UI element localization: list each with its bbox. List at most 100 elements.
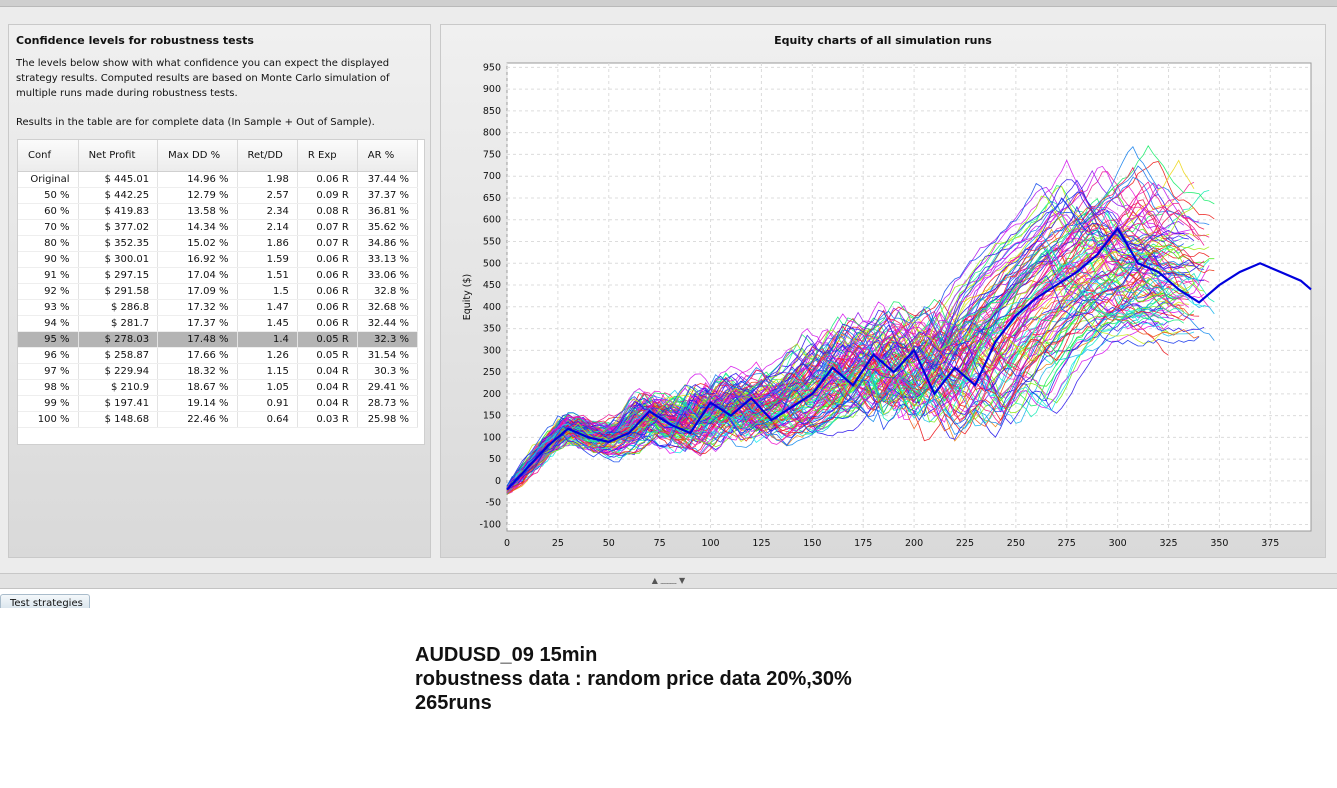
column-header-conf[interactable]: Conf xyxy=(18,140,79,172)
table-cell: 28.73 % xyxy=(357,395,419,412)
simulation-run-line xyxy=(506,265,1210,488)
table-row[interactable]: 70 % $ 377.02 14.34 % 2.14 0.07 R 35.62 % xyxy=(18,219,419,236)
y-tick-label: 950 xyxy=(483,62,501,73)
results-workspace: Confidence levels for robustness tests T… xyxy=(0,7,1337,574)
table-cell: 96 % xyxy=(18,347,79,364)
table-cell: 0.04 R xyxy=(297,395,358,412)
x-tick-label: 275 xyxy=(1058,538,1076,549)
table-cell: 17.48 % xyxy=(157,331,238,348)
table-cell: $ 445.01 xyxy=(78,171,159,188)
table-cell: 0.91 xyxy=(237,395,298,412)
table-row[interactable]: 99 % $ 197.41 19.14 % 0.91 0.04 R 28.73 % xyxy=(18,395,419,412)
table-cell: 0.08 R xyxy=(297,203,358,220)
caption-line-1: AUDUSD_09 15min xyxy=(415,644,598,666)
table-cell: $ 377.02 xyxy=(78,219,159,236)
simulation-run-line xyxy=(506,210,1179,493)
table-cell: 0.04 R xyxy=(297,363,358,380)
table-cell: $ 352.35 xyxy=(78,235,159,252)
y-tick-label: 550 xyxy=(483,236,501,247)
simulation-run-line xyxy=(506,179,1184,491)
table-row[interactable]: 97 % $ 229.94 18.32 % 1.15 0.04 R 30.3 % xyxy=(18,363,419,380)
x-tick-label: 150 xyxy=(803,538,821,549)
table-row[interactable]: 60 % $ 419.83 13.58 % 2.34 0.08 R 36.81 % xyxy=(18,203,419,220)
simulation-run-line xyxy=(506,181,1205,492)
table-cell: 34.86 % xyxy=(357,235,419,252)
y-tick-label: 0 xyxy=(495,476,501,487)
table-cell: 12.79 % xyxy=(157,187,238,204)
simulation-run-line xyxy=(506,233,1159,487)
y-tick-label: 400 xyxy=(483,302,501,313)
column-header-max-dd[interactable]: Max DD % xyxy=(157,140,238,172)
simulation-run-line xyxy=(506,235,1190,494)
table-cell: 1.5 xyxy=(237,283,298,300)
table-row[interactable]: 92 % $ 291.58 17.09 % 1.5 0.06 R 32.8 % xyxy=(18,283,419,300)
top-bar xyxy=(0,0,1337,7)
table-cell: 93 % xyxy=(18,299,79,316)
table-cell: 36.81 % xyxy=(357,203,419,220)
y-tick-label: 500 xyxy=(483,258,501,269)
simulation-run-line xyxy=(506,275,1200,491)
table-cell: 98 % xyxy=(18,379,79,396)
table-cell: 18.67 % xyxy=(157,379,238,396)
equity-chart: 9509008508007507006506005505004504003503… xyxy=(462,62,1312,549)
caption-line-3: 265runs xyxy=(415,692,492,714)
simulation-run-line xyxy=(506,159,1195,494)
table-cell: 0.06 R xyxy=(297,283,358,300)
table-row[interactable]: 95 % $ 278.03 17.48 % 1.4 0.05 R 32.3 % xyxy=(18,331,419,348)
table-cell: 50 % xyxy=(18,187,79,204)
equity-chart-panel: Equity charts of all simulation runs 950… xyxy=(440,24,1326,558)
caption-block: AUDUSD_09 15min robustness data : random… xyxy=(415,643,852,715)
table-row[interactable]: 96 % $ 258.87 17.66 % 1.26 0.05 R 31.54 % xyxy=(18,347,419,364)
table-cell: 1.86 xyxy=(237,235,298,252)
column-header-r-exp[interactable]: R Exp xyxy=(297,140,358,172)
table-row[interactable]: 98 % $ 210.9 18.67 % 1.05 0.04 R 29.41 % xyxy=(18,379,419,396)
table-cell: 17.09 % xyxy=(157,283,238,300)
table-row[interactable]: 100 % $ 148.68 22.46 % 0.64 0.03 R 25.98 % xyxy=(18,411,419,428)
table-cell: 18.32 % xyxy=(157,363,238,380)
y-tick-label: 750 xyxy=(483,149,501,160)
simulation-run-line xyxy=(506,210,1200,488)
table-cell: 32.8 % xyxy=(357,283,419,300)
table-cell: 0.06 R xyxy=(297,267,358,284)
table-cell: 0.06 R xyxy=(297,251,358,268)
table-cell: 0.09 R xyxy=(297,187,358,204)
y-tick-label: 850 xyxy=(483,106,501,117)
table-cell: 37.37 % xyxy=(357,187,419,204)
table-row[interactable]: 50 % $ 442.25 12.79 % 2.57 0.09 R 37.37 % xyxy=(18,187,419,204)
x-tick-label: 375 xyxy=(1261,538,1279,549)
panel-splitter[interactable]: ▲ ﹏﹏ ▼ xyxy=(0,574,1337,589)
x-tick-label: 125 xyxy=(752,538,770,549)
column-header-ar[interactable]: AR % xyxy=(357,140,419,172)
simulation-run-line xyxy=(506,251,1164,492)
table-cell: 0.64 xyxy=(237,411,298,428)
table-row[interactable]: 80 % $ 352.35 15.02 % 1.86 0.07 R 34.86 % xyxy=(18,235,419,252)
column-header-net-profit[interactable]: Net Profit xyxy=(78,140,159,172)
table-cell: 15.02 % xyxy=(157,235,238,252)
table-cell: 95 % xyxy=(18,331,79,348)
table-cell: $ 148.68 xyxy=(78,411,159,428)
tab-test-strategies[interactable]: Test strategies xyxy=(0,594,90,608)
table-cell: 32.68 % xyxy=(357,299,419,316)
y-tick-label: 250 xyxy=(483,367,501,378)
x-tick-label: 200 xyxy=(905,538,923,549)
table-row[interactable]: 91 % $ 297.15 17.04 % 1.51 0.06 R 33.06 % xyxy=(18,267,419,284)
table-row[interactable]: 93 % $ 286.8 17.32 % 1.47 0.06 R 32.68 % xyxy=(18,299,419,316)
table-header-row: Conf Net Profit Max DD % Ret/DD R Exp AR… xyxy=(18,140,419,172)
x-tick-label: 50 xyxy=(603,538,615,549)
table-cell: 1.98 xyxy=(237,171,298,188)
table-row[interactable]: 90 % $ 300.01 16.92 % 1.59 0.06 R 33.13 % xyxy=(18,251,419,268)
confidence-table-body: Original $ 445.01 14.96 % 1.98 0.06 R 37.44 %… xyxy=(18,171,419,428)
table-row[interactable]: Original $ 445.01 14.96 % 1.98 0.06 R 37.44 % xyxy=(18,171,419,188)
x-tick-label: 250 xyxy=(1007,538,1025,549)
simulation-run-line xyxy=(506,213,1169,491)
table-row[interactable]: 94 % $ 281.7 17.37 % 1.45 0.06 R 32.44 % xyxy=(18,315,419,332)
table-cell: 14.96 % xyxy=(157,171,238,188)
simulation-run-line xyxy=(506,307,1164,492)
x-tick-label: 175 xyxy=(854,538,872,549)
table-cell: 91 % xyxy=(18,267,79,284)
column-header-ret-dd[interactable]: Ret/DD xyxy=(237,140,298,172)
table-cell: $ 210.9 xyxy=(78,379,159,396)
table-cell: $ 281.7 xyxy=(78,315,159,332)
y-tick-label: -100 xyxy=(479,519,501,530)
table-cell: 0.05 R xyxy=(297,331,358,348)
